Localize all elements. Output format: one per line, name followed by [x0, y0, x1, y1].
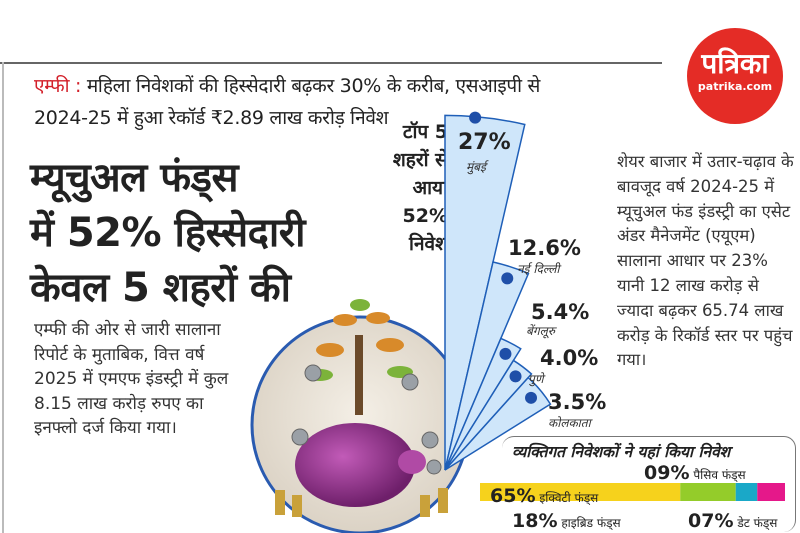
fan-dot-2	[499, 347, 512, 360]
stack-segment-3	[757, 483, 785, 501]
segment-label-passive: 09% पैसिव फंड्स	[644, 462, 746, 484]
debt-label: डेट फंड्स	[737, 516, 778, 530]
logo-text-hindi: पत्रिका	[701, 47, 769, 80]
fan-label-mumbai: मुंबई	[466, 160, 486, 174]
top5-line: शहरों से	[392, 149, 448, 171]
fan-label-delhi: नई दिल्ली	[517, 262, 560, 276]
fan-wedge-3	[444, 359, 533, 471]
passive-value: 09%	[644, 462, 690, 484]
fund-stacked-bar	[480, 483, 785, 501]
equity-label: इक्विटी फंड्स	[539, 491, 599, 505]
segment-label-hybrid: 18% हाइब्रिड फंड्स	[512, 510, 621, 532]
fan-dot-3	[509, 370, 522, 383]
top5-line: निवेश	[409, 233, 448, 255]
fan-dot-4	[525, 391, 538, 404]
fan-label-kolkata-value: 3.5%	[548, 390, 607, 414]
fan-dot-1	[501, 272, 514, 285]
headline-line-2: 2024-25 में हुआ रेकॉर्ड ₹2.89 लाख करोड़ …	[34, 107, 389, 129]
body-text-left: एम्फी की ओर से जारी सालाना रिपोर्ट के मु…	[34, 320, 229, 438]
title-line-2: में 52% हिस्सेदारी	[30, 210, 305, 256]
top5-line: आया	[412, 177, 448, 199]
fan-label-pune-value: 4.0%	[540, 346, 599, 370]
headline-prefix: एम्फी :	[34, 75, 82, 97]
headline-line-1: एम्फी : महिला निवेशकों की हिस्सेदारी बढ़…	[34, 72, 540, 98]
fan-label-bangalore-value: 5.4%	[531, 300, 590, 324]
fan-label-bangalore: बेंगलूरु	[526, 324, 555, 338]
headline-text-1: महिला निवेशकों की हिस्सेदारी बढ़कर 30% क…	[86, 75, 541, 97]
fund-box-title: व्यक्तिगत निवेशकों ने यहां किया निवेश	[512, 443, 731, 461]
body-text-right: शेयर बाजार में उतार-चढ़ाव के बावजूद वर्ष…	[617, 152, 794, 370]
fan-label-kolkata: कोलकाता	[548, 416, 591, 430]
stack-segment-2	[735, 483, 758, 501]
top5-note: टॉप 5 शहरों से आया 52% निवेश	[358, 118, 448, 258]
segment-label-debt: 07% डेट फंड्स	[688, 510, 777, 532]
stack-segment-1	[680, 483, 736, 501]
fan-wedge-4	[444, 376, 552, 471]
passive-label: पैसिव फंड्स	[693, 468, 746, 482]
fan-wedge-2	[444, 337, 522, 471]
left-rule	[2, 62, 4, 533]
patrika-logo: पत्रिका patrika.com	[687, 28, 783, 124]
fund-box-frame	[502, 436, 796, 532]
fan-wedge-1	[444, 261, 530, 471]
logo-text-english: patrika.com	[697, 80, 773, 93]
fan-label-delhi-value: 12.6%	[508, 236, 581, 260]
city-fan-chart	[444, 111, 552, 471]
top5-line: 52%	[402, 205, 448, 227]
equity-value: 65%	[490, 485, 536, 507]
segment-label-equity: 65% इक्विटी फंड्स	[490, 485, 598, 507]
hybrid-value: 18%	[512, 510, 558, 532]
stack-segment-0	[480, 483, 681, 501]
hybrid-label: हाइब्रिड फंड्स	[561, 516, 621, 530]
piggy-bank-illustration	[250, 299, 470, 533]
title-line-3: केवल 5 शहरों की	[30, 265, 291, 311]
debt-value: 07%	[688, 510, 734, 532]
top5-line: टॉप 5	[402, 121, 448, 143]
fan-label-mumbai-value: 27%	[458, 130, 511, 155]
top-rule	[0, 62, 662, 64]
fan-label-pune: पुणे	[528, 372, 544, 386]
title-line-1: म्यूचुअल फंड्स	[30, 155, 239, 201]
fan-dot-0	[469, 111, 482, 124]
